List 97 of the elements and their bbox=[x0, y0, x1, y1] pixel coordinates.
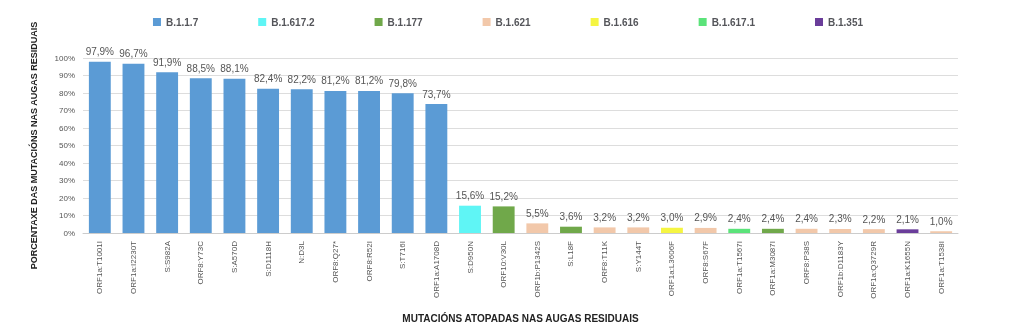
bar bbox=[795, 228, 818, 233]
data-label: 79,8% bbox=[388, 77, 417, 89]
y-tick-label: 40% bbox=[58, 158, 75, 168]
x-tick-label: ORF1a:I2230T bbox=[128, 240, 138, 294]
data-label: 2,2% bbox=[862, 213, 886, 225]
y-tick-label: 30% bbox=[58, 176, 75, 185]
x-tick-label: ORF1a:K1655N bbox=[903, 240, 913, 298]
data-label: 2,4% bbox=[727, 213, 751, 225]
x-tick-label: ORF1b:D1183Y bbox=[835, 240, 845, 298]
legend-label: B.1.616 bbox=[603, 16, 640, 28]
data-label: 96,7% bbox=[119, 48, 148, 60]
data-label: 82,4% bbox=[253, 73, 283, 85]
bar bbox=[122, 63, 145, 233]
y-tick-label: 20% bbox=[58, 193, 75, 203]
x-tick-label: ORF8:T11K bbox=[600, 240, 610, 284]
y-tick-label: 0% bbox=[63, 228, 75, 238]
bar bbox=[358, 90, 380, 233]
legend-label: B.1.1.7 bbox=[165, 16, 199, 28]
legend-label: B.1.351 bbox=[828, 16, 864, 28]
bar bbox=[526, 223, 549, 233]
y-tick-label: 100% bbox=[54, 53, 75, 63]
data-label: 97,9% bbox=[85, 46, 115, 58]
x-tick-label: N:D3L bbox=[297, 240, 307, 264]
data-label: 3,6% bbox=[559, 211, 583, 223]
x-tick-label: ORF8:S67F bbox=[701, 240, 711, 284]
y-axis-title: PORCENTAXE DAS MUTACIÓNS NAS AUGAS RESIDUAIS bbox=[27, 21, 39, 270]
x-tick-label: S:Y144T bbox=[633, 240, 643, 273]
bar bbox=[459, 205, 481, 233]
x-tick-label: ORF8:Y73C bbox=[196, 240, 206, 285]
y-tick-label: 10% bbox=[58, 211, 75, 220]
bar bbox=[896, 229, 919, 233]
data-label: 2,4% bbox=[761, 213, 785, 225]
x-axis-title: MUTACIÓNS ATOPADAS NAS AUGAS RESIDUAIS bbox=[402, 311, 639, 324]
x-tick-label: S:T716I bbox=[398, 241, 408, 270]
bar bbox=[391, 93, 414, 233]
legend-label: B.1.177 bbox=[387, 16, 424, 28]
data-label: 73,7% bbox=[422, 88, 451, 100]
x-tick-label: ORF1a:T1538I bbox=[936, 241, 946, 294]
bar bbox=[694, 227, 717, 233]
bar bbox=[560, 226, 582, 233]
legend-label: B.1.617.1 bbox=[711, 16, 756, 28]
data-label: 88,5% bbox=[186, 62, 216, 74]
y-tick-label: 80% bbox=[58, 88, 75, 98]
data-label: 1,0% bbox=[929, 215, 953, 227]
x-tick-label: ORF10:V30L bbox=[499, 240, 509, 288]
legend-label: B.1.621 bbox=[495, 16, 532, 28]
data-label: 15,6% bbox=[455, 190, 485, 202]
data-label: 2,9% bbox=[694, 212, 718, 224]
data-label: 91,9% bbox=[152, 56, 182, 68]
bar bbox=[324, 90, 347, 233]
bar bbox=[761, 228, 784, 233]
bar bbox=[290, 89, 313, 233]
data-label: 3,2% bbox=[593, 211, 617, 223]
x-tick-label: S:D950N bbox=[465, 240, 475, 274]
bar bbox=[829, 228, 852, 233]
x-tick-label: ORF8:R52I bbox=[364, 241, 374, 282]
data-label: 5,5% bbox=[525, 207, 549, 219]
data-label: 2,4% bbox=[795, 213, 819, 225]
x-tick-label: ORF1a:T1567I bbox=[734, 241, 744, 294]
data-label: 15,2% bbox=[489, 190, 518, 202]
bar bbox=[728, 228, 751, 233]
x-tick-label: ORF1a:L3606F bbox=[667, 240, 677, 297]
bar bbox=[661, 227, 683, 233]
bar bbox=[88, 61, 111, 233]
x-tick-label: S:D1118H bbox=[263, 240, 273, 277]
bar bbox=[593, 227, 616, 233]
x-tick-label: ORF8:Q27* bbox=[330, 241, 340, 283]
bar bbox=[492, 206, 515, 233]
x-tick-label: S:A570D bbox=[229, 240, 239, 274]
legend-label: B.1.617.2 bbox=[271, 16, 316, 28]
data-label: 81,2% bbox=[321, 75, 350, 87]
bar bbox=[156, 72, 179, 233]
data-label: 81,2% bbox=[354, 75, 384, 87]
data-label: 82,2% bbox=[287, 73, 317, 85]
x-tick-label: ORF8:P38S bbox=[802, 241, 812, 285]
x-tick-label: ORF1a:T1001I bbox=[95, 241, 105, 294]
bar bbox=[189, 78, 212, 233]
x-tick-label: ORF1b:P1342S bbox=[532, 241, 542, 298]
data-label: 3,2% bbox=[626, 211, 650, 223]
x-tick-label: ORF1a:M3087I bbox=[768, 241, 778, 296]
bar bbox=[425, 104, 448, 233]
bar bbox=[223, 78, 246, 233]
x-tick-label: S:S982A bbox=[162, 240, 172, 273]
y-tick-label: 90% bbox=[58, 71, 75, 80]
bar bbox=[257, 88, 280, 233]
data-label: 2,1% bbox=[896, 213, 920, 225]
y-tick-label: 70% bbox=[58, 106, 75, 115]
y-tick-label: 50% bbox=[58, 141, 75, 150]
y-tick-label: 60% bbox=[58, 123, 75, 133]
x-tick-label: ORF1a:A1708D bbox=[431, 240, 441, 298]
data-label: 2,3% bbox=[828, 213, 852, 225]
data-label: 88,1% bbox=[220, 63, 249, 75]
x-tick-label: S:L18F bbox=[566, 240, 576, 267]
bar bbox=[627, 227, 650, 233]
x-tick-label: ORF1a:Q3729R bbox=[869, 240, 879, 299]
data-label: 3,0% bbox=[660, 212, 684, 224]
bar bbox=[862, 229, 885, 233]
